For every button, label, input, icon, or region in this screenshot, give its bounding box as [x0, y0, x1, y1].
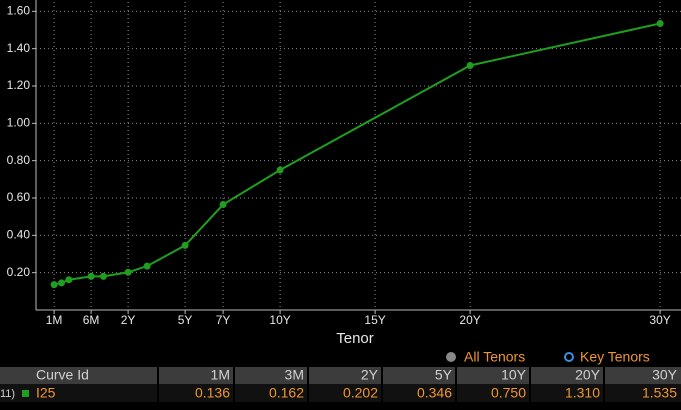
- y-tick-label: 0.20: [7, 265, 31, 279]
- curve-point[interactable]: [143, 262, 151, 270]
- value-cell: 0.750: [491, 385, 526, 401]
- row-number: 11): [0, 388, 15, 400]
- x-tick-label: 10Y: [269, 313, 290, 327]
- legend-all[interactable]: All Tenors: [464, 349, 525, 365]
- y-tick-label: 0.80: [7, 153, 31, 167]
- y-tick-label: 1.00: [7, 116, 31, 130]
- header-cell: 2Y: [361, 367, 379, 383]
- value-cell: 0.202: [343, 385, 378, 401]
- legend-key[interactable]: Key Tenors: [580, 349, 650, 365]
- header-cell: 1M: [211, 367, 230, 383]
- x-tick-label: 1M: [46, 313, 63, 327]
- curve-point[interactable]: [124, 268, 132, 276]
- x-tick-label: 30Y: [649, 313, 670, 327]
- header-cell: 10Y: [501, 367, 527, 383]
- x-tick-label: 7Y: [216, 313, 231, 327]
- legend-key-icon[interactable]: [564, 352, 574, 362]
- x-tick-label: 15Y: [364, 313, 385, 327]
- header-cell: Curve Id: [36, 367, 89, 383]
- value-cell: 1.310: [565, 385, 600, 401]
- header-cell: 30Y: [652, 367, 678, 383]
- curve-id: I25: [36, 385, 56, 401]
- value-cell: 0.162: [269, 385, 304, 401]
- y-tick-label: 1.20: [7, 78, 31, 92]
- legend-all-icon[interactable]: [446, 352, 456, 362]
- y-tick-label: 0.60: [7, 190, 31, 204]
- curve-point[interactable]: [656, 19, 664, 27]
- table-header-bg: [0, 367, 681, 384]
- x-tick-label: 5Y: [178, 313, 193, 327]
- x-axis-label: Tenor: [336, 330, 374, 347]
- curve-point[interactable]: [58, 279, 66, 287]
- curve-point[interactable]: [65, 276, 73, 284]
- value-cell: 1.535: [642, 385, 677, 401]
- value-cell: 0.346: [417, 385, 452, 401]
- y-tick-label: 1.60: [7, 4, 31, 18]
- header-cell: 20Y: [575, 367, 601, 383]
- curve-swatch: [22, 390, 29, 397]
- curve-point[interactable]: [181, 241, 189, 249]
- curve-point[interactable]: [99, 272, 107, 280]
- curve-point[interactable]: [466, 61, 474, 69]
- curve-point[interactable]: [219, 201, 227, 209]
- value-cell: 0.136: [195, 385, 230, 401]
- table-row-bg[interactable]: [0, 384, 681, 402]
- curve-point[interactable]: [276, 166, 284, 174]
- y-tick-label: 1.40: [7, 41, 31, 55]
- curve-point[interactable]: [87, 272, 95, 280]
- curve-point[interactable]: [50, 281, 58, 289]
- header-cell: 5Y: [435, 367, 453, 383]
- x-tick-label: 20Y: [459, 313, 480, 327]
- x-tick-label: 6M: [83, 313, 100, 327]
- y-tick-label: 0.40: [7, 228, 31, 242]
- header-cell: 3M: [285, 367, 304, 383]
- x-tick-label: 2Y: [121, 313, 136, 327]
